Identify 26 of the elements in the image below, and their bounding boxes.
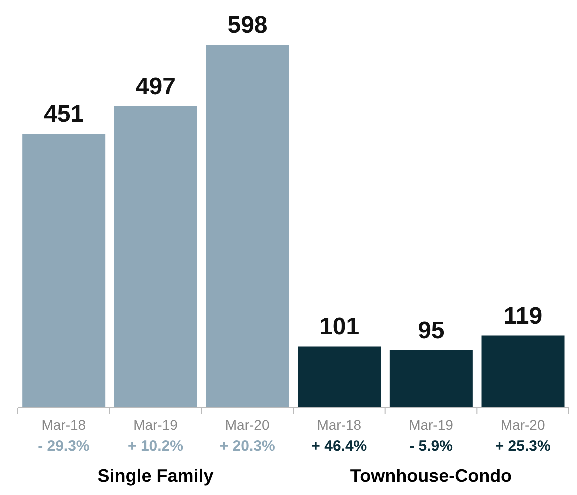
text: + 20.3% bbox=[220, 438, 276, 455]
data-label: 95 bbox=[418, 317, 445, 344]
text: Single Family bbox=[98, 466, 214, 486]
bar bbox=[22, 134, 106, 408]
data-label: 598 bbox=[228, 12, 268, 39]
x-tick-label: Mar-18 bbox=[317, 417, 362, 433]
bar bbox=[206, 45, 290, 408]
x-tick-label: Mar-20 bbox=[225, 417, 270, 433]
x-tick-label: Mar-19 bbox=[134, 417, 178, 433]
bar bbox=[114, 106, 198, 408]
text: Townhouse-Condo bbox=[350, 466, 512, 486]
text: - 5.9% bbox=[410, 438, 453, 455]
text: + 46.4% bbox=[312, 438, 368, 455]
bar bbox=[390, 350, 473, 408]
x-tick-label: Mar-19 bbox=[409, 417, 454, 433]
data-label: 119 bbox=[504, 302, 543, 330]
data-label: 101 bbox=[320, 314, 360, 341]
data-label: 451 bbox=[44, 101, 84, 128]
x-tick-label: Mar-20 bbox=[500, 417, 546, 433]
bar bbox=[482, 336, 565, 408]
bar bbox=[298, 346, 382, 408]
text: + 10.2% bbox=[128, 438, 184, 455]
text: - 29.3% bbox=[38, 438, 90, 455]
data-label: 497 bbox=[136, 73, 176, 100]
text: + 25.3% bbox=[495, 438, 551, 455]
x-tick-label: Mar-18 bbox=[42, 417, 86, 433]
